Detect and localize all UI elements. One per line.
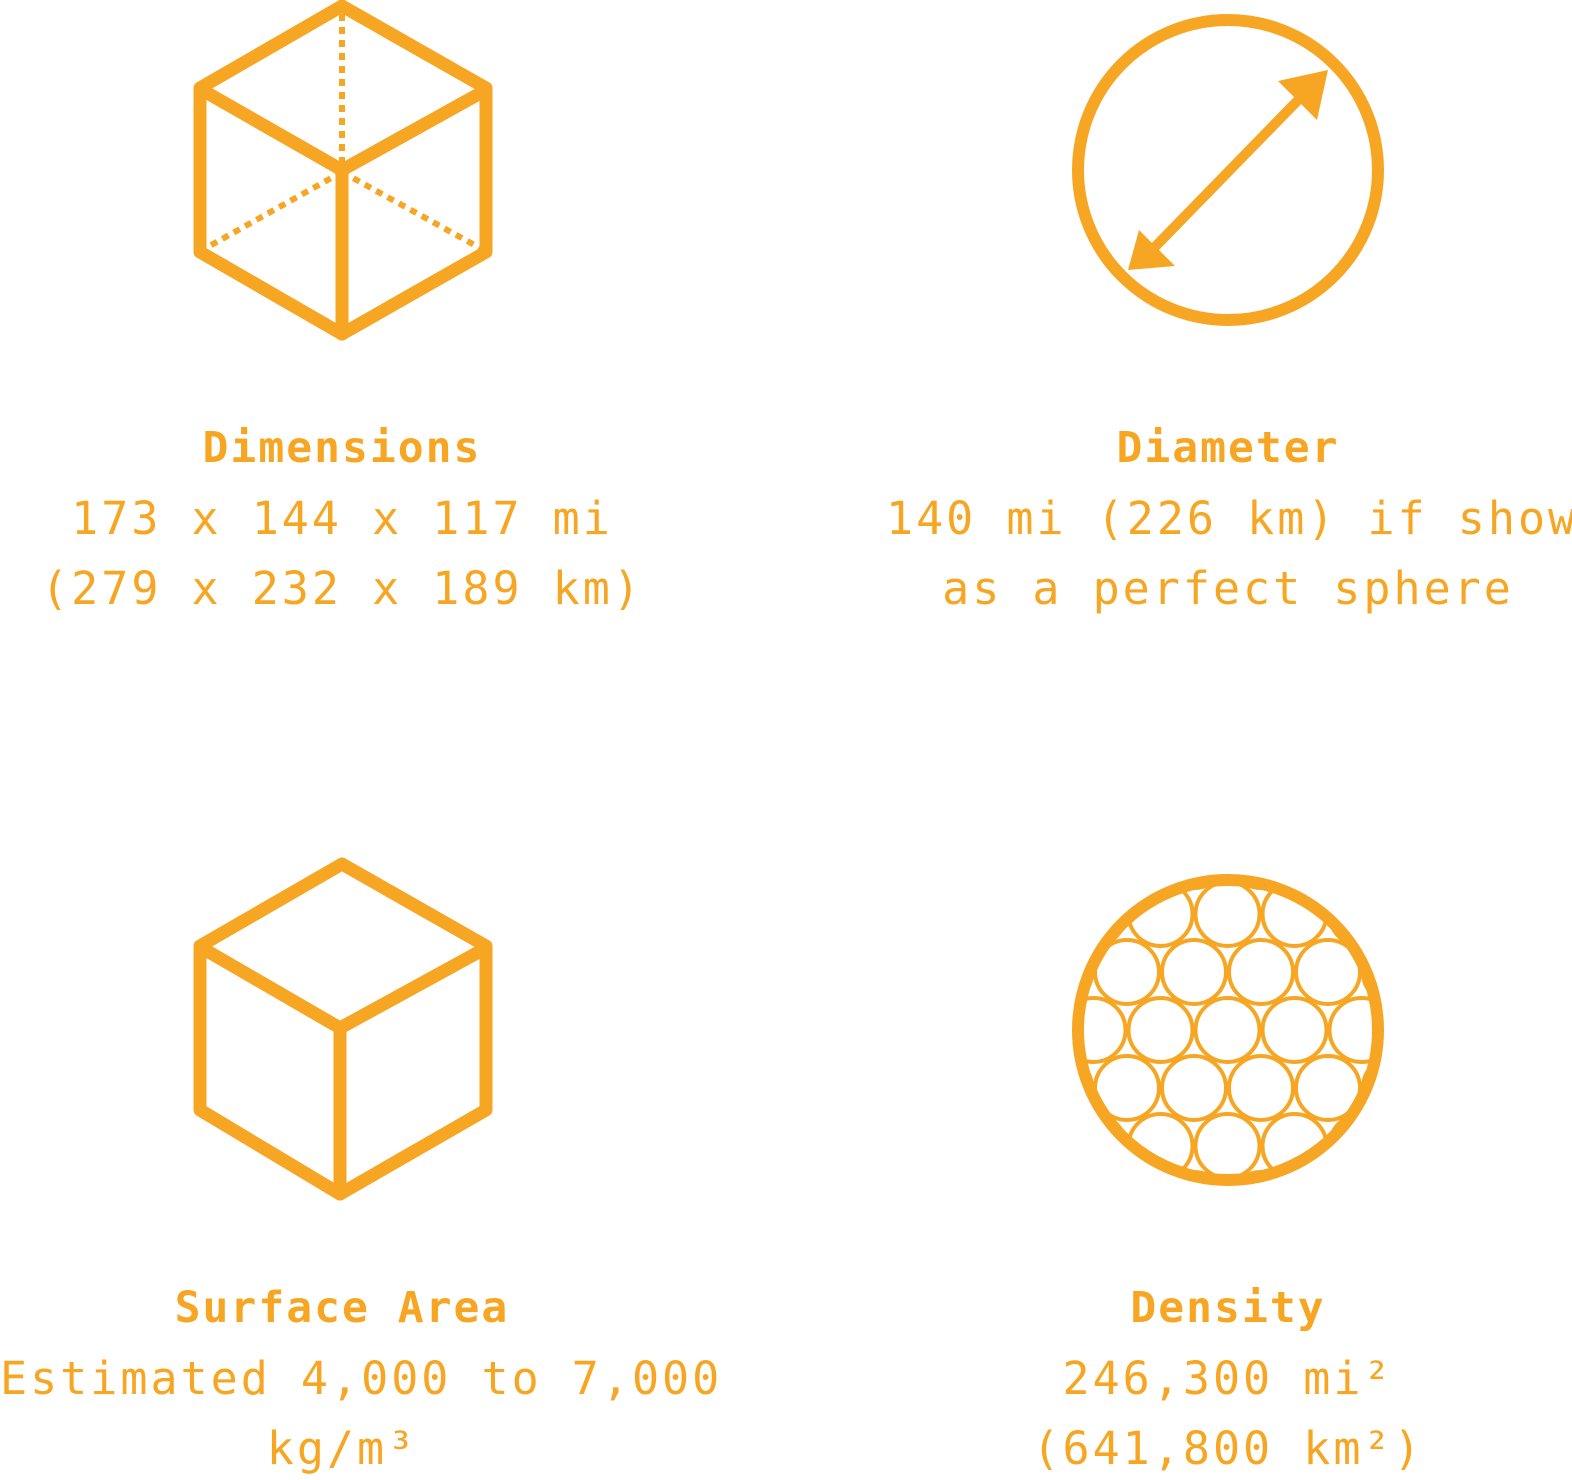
stat-title: Density xyxy=(1130,1283,1326,1333)
stat-value-line: as a perfect sphere xyxy=(942,562,1514,615)
packed-circle xyxy=(1082,996,1128,1064)
packed-circle xyxy=(1327,996,1374,1064)
packed-circle xyxy=(1294,884,1362,890)
packed-circle xyxy=(1260,996,1329,1064)
stat-title: Diameter xyxy=(1116,423,1340,473)
packed-circles-sphere-icon xyxy=(1072,874,1384,1186)
stat-value-line: (641,800 km²) xyxy=(1032,1422,1424,1475)
packed-circle xyxy=(1160,1054,1228,1122)
stat-value-line: kg/m³ xyxy=(266,1422,418,1475)
packed-circle xyxy=(1093,1170,1161,1176)
packed-circle xyxy=(1227,1054,1295,1122)
stat-value-line: (279 x 232 x 189 km) xyxy=(41,562,643,615)
packed-circle xyxy=(1082,884,1094,890)
circle-diameter-arrow-icon xyxy=(1072,14,1384,326)
packed-circle xyxy=(1126,996,1195,1064)
stat-density: Density 246,300 mi² (641,800 km²) xyxy=(886,850,1570,1480)
packed-circle xyxy=(1193,1112,1262,1176)
packed-circle xyxy=(1093,884,1161,890)
solid-cube-icon xyxy=(193,857,493,1201)
stat-value-line: 140 mi (226 km) if shown xyxy=(886,492,1572,545)
packed-circle xyxy=(1193,884,1262,948)
stat-diameter: Diameter 140 mi (226 km) if shown as a p… xyxy=(886,0,1572,640)
packed-circle xyxy=(1082,1170,1094,1176)
stat-value-line: 173 x 144 x 117 mi xyxy=(71,492,613,545)
stat-dimensions: Dimensions 173 x 144 x 117 mi (279 x 232… xyxy=(0,0,684,640)
stat-title: Surface Area xyxy=(174,1283,510,1333)
stat-value-line: 246,300 mi² xyxy=(1062,1352,1394,1405)
wireframe-cube-icon xyxy=(193,0,493,341)
packed-circle xyxy=(1160,938,1228,1006)
packed-circle xyxy=(1193,996,1262,1064)
stat-surface-area: Surface Area Estimated 4,000 to 7,000 kg… xyxy=(0,850,723,1480)
stat-value-line: Estimated 4,000 to 7,000 xyxy=(0,1352,723,1405)
packed-circle xyxy=(1361,884,1374,890)
packed-circle xyxy=(1361,1170,1374,1176)
packed-circle xyxy=(1227,938,1295,1006)
packed-circle xyxy=(1294,1170,1362,1176)
stat-title: Dimensions xyxy=(202,423,482,473)
